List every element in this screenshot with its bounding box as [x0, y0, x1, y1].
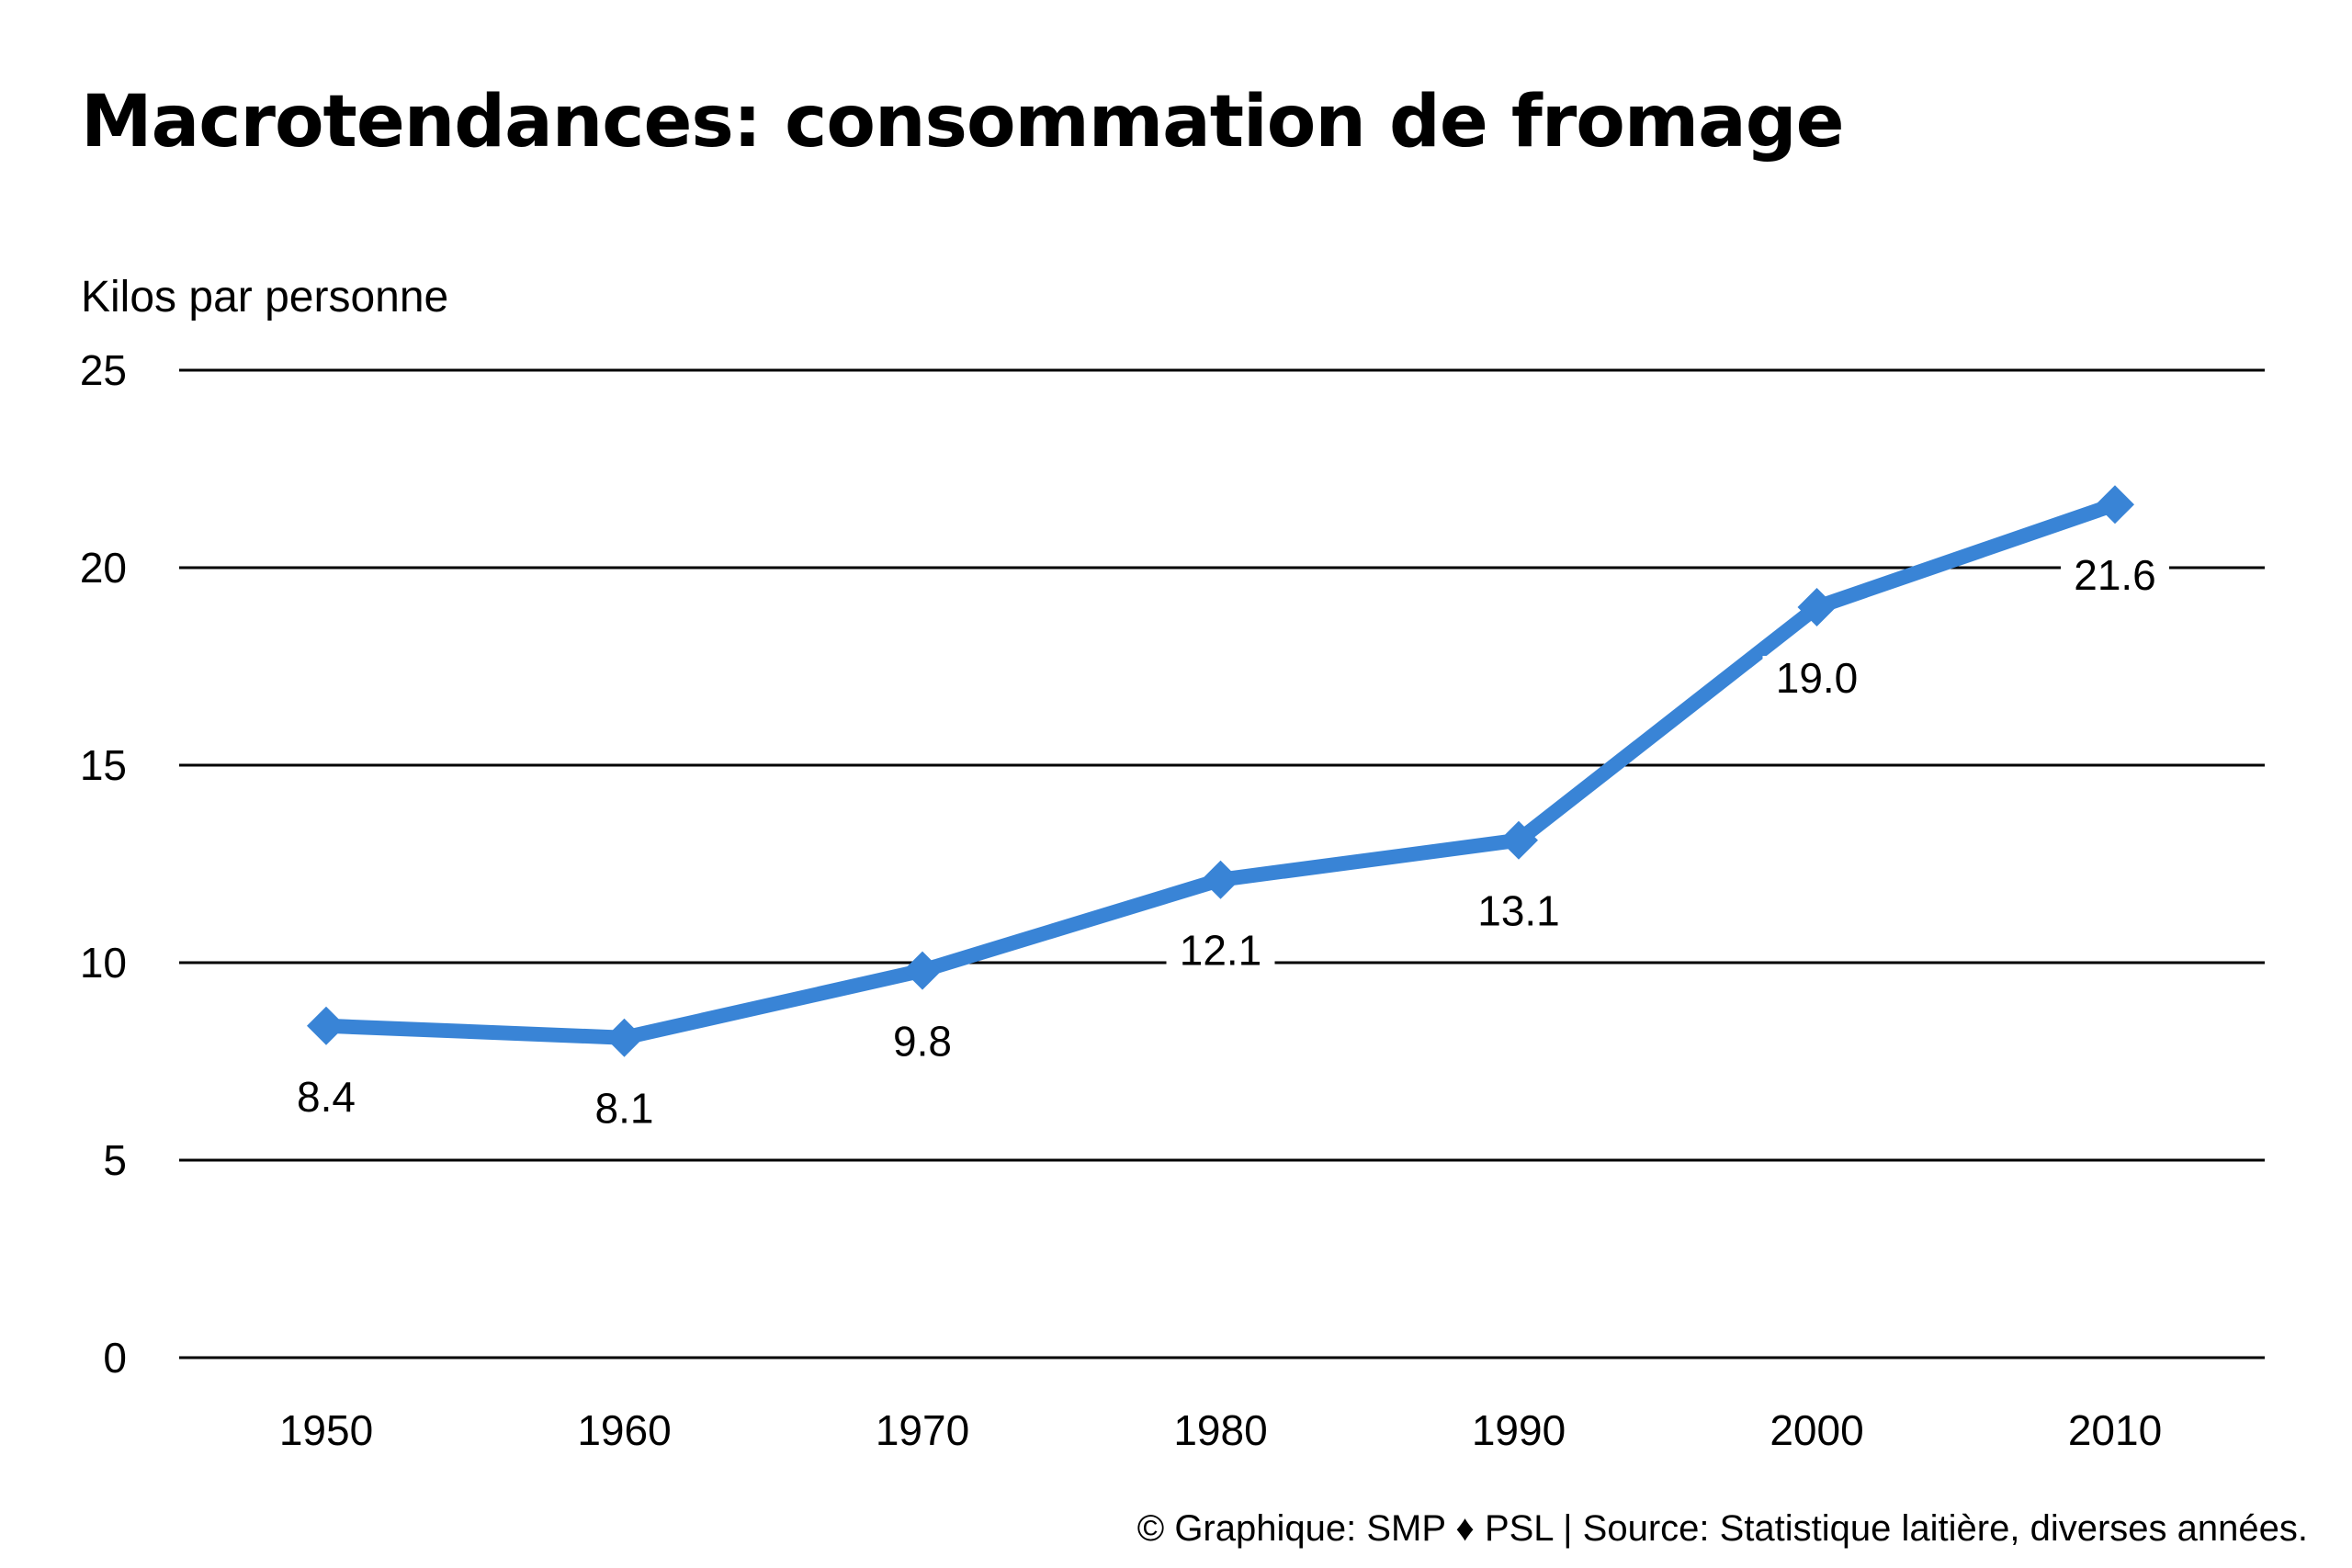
- data-point-marker: [605, 1018, 644, 1057]
- y-axis-label: Kilos par personne: [81, 273, 449, 321]
- x-axis-ticks: 1950 1960 1970 1980 1990 2000 2010: [279, 1406, 2162, 1454]
- data-label-background: [582, 1086, 667, 1134]
- y-tick-label: 10: [80, 939, 127, 987]
- x-tick-label: 1990: [1472, 1406, 1566, 1454]
- x-tick-label: 1970: [876, 1406, 969, 1454]
- data-label-background: [1166, 928, 1275, 976]
- data-label-background: [879, 1019, 966, 1067]
- data-label-background: [283, 1074, 369, 1122]
- y-tick-label: 5: [103, 1136, 127, 1184]
- data-point-marker: [1499, 820, 1538, 860]
- data-label: 9.8: [893, 1018, 952, 1066]
- x-tick-label: 2010: [2068, 1406, 2162, 1454]
- data-point-marker: [307, 1006, 345, 1045]
- data-label: 19.0: [1776, 654, 1859, 702]
- data-label: 8.4: [297, 1073, 356, 1121]
- x-tick-label: 1980: [1173, 1406, 1267, 1454]
- data-point-marker: [1201, 860, 1240, 899]
- y-tick-label: 15: [80, 741, 127, 789]
- data-label: 8.1: [595, 1085, 654, 1133]
- y-axis-ticks: 0 5 10 15 20 25: [80, 346, 127, 1382]
- data-label-background: [1464, 888, 1573, 937]
- data-label-background: [2061, 553, 2169, 602]
- x-tick-label: 1960: [577, 1406, 671, 1454]
- data-point-marker: [903, 951, 942, 990]
- x-tick-label: 1950: [279, 1406, 373, 1454]
- chart-title: Macrotendances: consommation de fromage: [81, 81, 1845, 164]
- data-label: 21.6: [2074, 551, 2156, 599]
- data-label-background: [1762, 656, 1871, 704]
- data-point-marker: [1797, 588, 1837, 626]
- data-labels: 8.4 8.1 9.8 12.1 13.1 19.0 21.6: [283, 551, 2169, 1134]
- series-markers: [307, 485, 2134, 1057]
- y-tick-label: 25: [80, 346, 127, 394]
- source-credit: © Graphique: SMP ♦ PSL | Source: Statist…: [1136, 1508, 2308, 1549]
- y-tick-label: 20: [80, 544, 127, 592]
- data-label: 12.1: [1180, 927, 1262, 975]
- data-point-marker: [2096, 485, 2134, 525]
- x-tick-label: 2000: [1770, 1406, 1863, 1454]
- data-label: 13.1: [1477, 887, 1560, 935]
- y-tick-label: 0: [103, 1334, 127, 1382]
